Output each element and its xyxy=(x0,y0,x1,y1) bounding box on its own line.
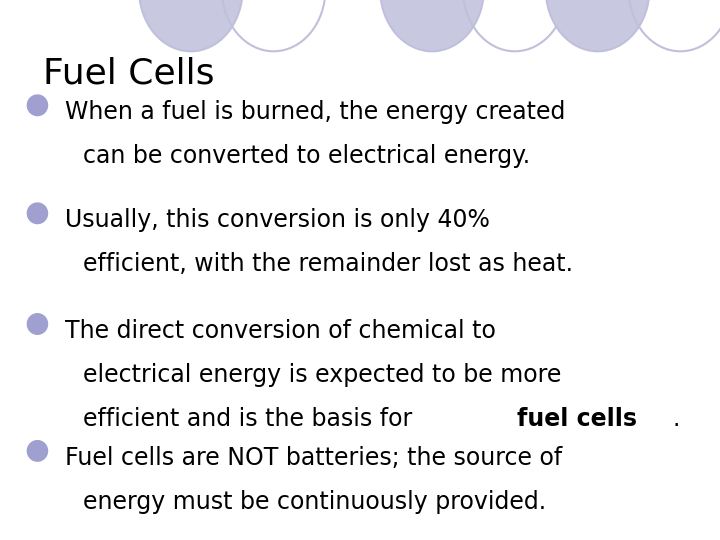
Text: electrical energy is expected to be more: electrical energy is expected to be more xyxy=(83,363,561,387)
Text: Fuel cells are NOT batteries; the source of: Fuel cells are NOT batteries; the source… xyxy=(65,446,562,469)
Text: When a fuel is burned, the energy created: When a fuel is burned, the energy create… xyxy=(65,100,565,124)
Text: fuel cells: fuel cells xyxy=(517,407,637,431)
Text: efficient and is the basis for: efficient and is the basis for xyxy=(83,407,420,431)
Text: Usually, this conversion is only 40%: Usually, this conversion is only 40% xyxy=(65,208,490,232)
Ellipse shape xyxy=(27,441,48,461)
Text: Fuel Cells: Fuel Cells xyxy=(43,57,215,91)
Ellipse shape xyxy=(27,314,48,334)
Text: The direct conversion of chemical to: The direct conversion of chemical to xyxy=(65,319,495,342)
Ellipse shape xyxy=(546,0,649,51)
Text: .: . xyxy=(672,407,680,431)
Ellipse shape xyxy=(27,203,48,224)
Text: energy must be continuously provided.: energy must be continuously provided. xyxy=(83,490,546,514)
Text: can be converted to electrical energy.: can be converted to electrical energy. xyxy=(83,144,530,168)
Ellipse shape xyxy=(380,0,484,51)
Ellipse shape xyxy=(139,0,243,51)
Text: efficient, with the remainder lost as heat.: efficient, with the remainder lost as he… xyxy=(83,252,573,276)
Ellipse shape xyxy=(27,95,48,116)
